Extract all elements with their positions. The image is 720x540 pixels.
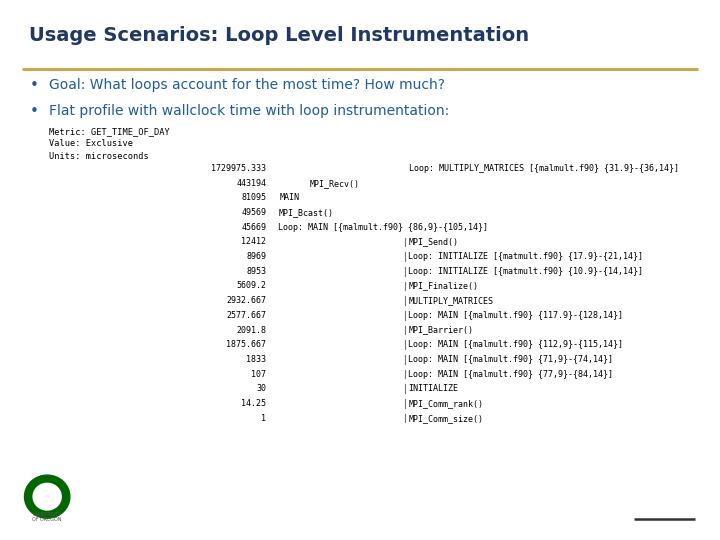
Text: 1729975.333: 1729975.333 — [212, 164, 266, 173]
Text: Loop: MULTIPLY_MATRICES [{malmult.f90} {31.9}-{36,14}]: Loop: MULTIPLY_MATRICES [{malmult.f90} {… — [409, 164, 679, 173]
Text: Loop: MAIN [{malmult.f90} {117.9}-{128,14}]: Loop: MAIN [{malmult.f90} {117.9}-{128,1… — [408, 311, 624, 320]
Text: 1875.667: 1875.667 — [226, 340, 266, 349]
Text: 45669: 45669 — [241, 222, 266, 232]
Text: 107: 107 — [251, 369, 266, 379]
Text: 1: 1 — [261, 414, 266, 423]
Text: 30: 30 — [256, 384, 266, 393]
Text: 49569: 49569 — [241, 208, 266, 217]
Text: Loop: MAIN [{malmult.f90} {77,9}-{84,14}]: Loop: MAIN [{malmult.f90} {77,9}-{84,14}… — [408, 369, 613, 379]
Text: MPI_Send(): MPI_Send() — [408, 238, 458, 246]
Text: Loop: MAIN [{malmult.f90} {86,9}-{105,14}]: Loop: MAIN [{malmult.f90} {86,9}-{105,14… — [278, 222, 488, 232]
Text: 443194: 443194 — [236, 179, 266, 188]
Text: MPI_Recv(): MPI_Recv() — [310, 179, 360, 188]
Text: MPI_Comm_rank(): MPI_Comm_rank() — [408, 399, 483, 408]
Text: Flat profile with wallclock time with loop instrumentation:: Flat profile with wallclock time with lo… — [49, 104, 449, 118]
Circle shape — [33, 483, 61, 510]
Text: MAIN: MAIN — [280, 193, 300, 202]
Text: 2577.667: 2577.667 — [226, 311, 266, 320]
Text: MULTIPLY_MATRICES: MULTIPLY_MATRICES — [408, 296, 493, 305]
Text: Loop: INITIALIZE [{matmult.f90} {17.9}-{21,14}]: Loop: INITIALIZE [{matmult.f90} {17.9}-{… — [408, 252, 643, 261]
Text: 5609.2: 5609.2 — [236, 281, 266, 291]
Circle shape — [24, 475, 70, 518]
Text: 1833: 1833 — [246, 355, 266, 364]
Text: MPI_Comm_size(): MPI_Comm_size() — [408, 414, 483, 423]
Text: •: • — [30, 104, 39, 119]
Text: 12412: 12412 — [241, 238, 266, 246]
Text: INITIALIZE: INITIALIZE — [408, 384, 458, 393]
Text: MPI_Barrier(): MPI_Barrier() — [408, 326, 473, 335]
Text: Loop: MAIN [{malmult.f90} {112,9}-{115,14}]: Loop: MAIN [{malmult.f90} {112,9}-{115,1… — [408, 340, 624, 349]
Text: 8969: 8969 — [246, 252, 266, 261]
Text: 2932.667: 2932.667 — [226, 296, 266, 305]
Text: 2091.8: 2091.8 — [236, 326, 266, 335]
Text: •: • — [30, 78, 39, 93]
Text: MPI_Bcast(): MPI_Bcast() — [279, 208, 333, 217]
Text: Goal: What loops account for the most time? How much?: Goal: What loops account for the most ti… — [49, 78, 445, 92]
Text: 14.25: 14.25 — [241, 399, 266, 408]
Text: Loop: MAIN [{malmult.f90} {71,9}-{74,14}]: Loop: MAIN [{malmult.f90} {71,9}-{74,14}… — [408, 355, 613, 364]
Text: UNIVERSITY
OF OREGON: UNIVERSITY OF OREGON — [32, 511, 62, 522]
Text: Metric: GET_TIME_OF_DAY: Metric: GET_TIME_OF_DAY — [49, 127, 170, 136]
Text: 81095: 81095 — [241, 193, 266, 202]
Text: Loop: INITIALIZE [{matmult.f90} {10.9}-{14,14}]: Loop: INITIALIZE [{matmult.f90} {10.9}-{… — [408, 267, 643, 276]
Text: Value: Exclusive: Value: Exclusive — [49, 139, 133, 148]
Text: 8953: 8953 — [246, 267, 266, 276]
Text: Units: microseconds: Units: microseconds — [49, 152, 149, 161]
Text: Usage Scenarios: Loop Level Instrumentation: Usage Scenarios: Loop Level Instrumentat… — [29, 26, 529, 45]
Text: MPI_Finalize(): MPI_Finalize() — [408, 281, 478, 291]
